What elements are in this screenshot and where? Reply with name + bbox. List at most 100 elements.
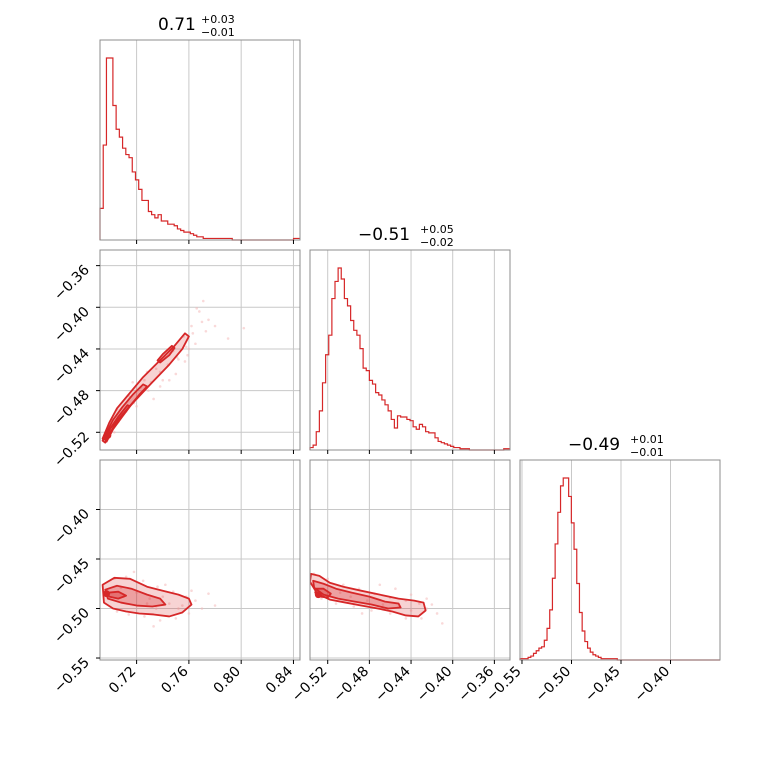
sample-point [194,342,197,346]
sample-point [143,615,146,618]
title-param-0-plus: +0.03 [201,13,235,26]
sample-point [213,324,217,328]
panel-frame [519,459,721,661]
sample-point [131,380,134,384]
tick-label-x: 0.76 [158,663,191,696]
sample-point [226,337,230,340]
title-param-2: −0.49 [568,435,620,455]
tick-label-y: −0.36 [51,262,93,304]
tick-label-y: −0.55 [51,655,93,697]
density-peak [104,431,112,439]
panel-frame [309,459,511,661]
sample-point [198,310,201,313]
density-contour [104,584,167,608]
sample-point [207,592,210,595]
tick-label-x: 0.72 [106,664,139,697]
title-param-0-minus: −0.01 [201,26,235,39]
sample-point [320,597,323,600]
sample-point [194,599,197,602]
tick-label-y: −0.40 [51,506,93,548]
sample-point [404,617,408,620]
title-param-0: 0.71 [158,15,196,35]
sample-point [148,597,151,600]
title-param-1-plus: +0.05 [420,223,454,236]
tick-label-y: −0.48 [51,387,93,429]
sample-point [360,612,364,615]
sample-point [177,607,180,610]
sample-point [425,597,428,600]
sample-point [207,318,210,322]
sample-point [124,575,128,579]
sample-point [191,332,195,335]
sample-point [190,589,193,592]
sample-point [213,604,217,607]
sample-point [349,595,352,598]
sample-point [161,595,165,598]
sample-point [158,385,162,388]
sample-point [167,602,171,605]
sample-point [187,612,191,615]
sample-point [158,619,162,622]
sample-point [135,591,138,594]
histogram-param-1 [309,250,510,451]
sample-point [242,326,246,330]
sample-point [135,404,138,408]
sample-point [195,307,199,310]
sample-point [394,587,397,591]
sample-point [143,378,146,382]
tick-label-y: −0.44 [51,345,93,387]
tick-labels: 0.72 0.76 0.80 0.84−0.52 −0.48 −0.44 −0.40 −0.3… [51,262,673,705]
density-contour [310,572,427,618]
sample-point [186,353,189,357]
sample-point [418,602,421,605]
title-param-1: −0.51 [358,225,410,245]
panel-frame [99,459,301,661]
sample-point [378,583,382,587]
sample-point [167,378,171,382]
histogram-step-line [99,57,300,241]
sample-point [147,389,150,392]
density-peak [103,590,111,598]
tick-label-x: −0.52 [289,664,331,706]
sample-point [352,605,356,608]
title-param-2-minus: −0.01 [630,446,664,459]
sample-point [409,593,413,596]
tick-label-x: −0.50 [533,664,575,706]
sample-point [152,625,155,628]
sample-point [388,612,392,615]
sample-point [141,579,145,583]
sample-point [409,609,413,612]
sample-point [338,591,342,594]
panel-frames [96,39,721,664]
sample-point [326,577,330,581]
panel-frame [309,249,511,451]
tick-label-x: −0.48 [331,664,373,706]
title-param-2-plus: +0.01 [630,433,664,446]
sample-point [177,358,180,361]
title-param-1-minus: −0.02 [420,236,454,249]
tick-label-y: −0.40 [51,304,93,346]
sample-point [132,570,136,574]
tick-label-x: −0.40 [632,664,674,706]
sample-point [430,603,434,606]
tick-label-y: −0.45 [51,556,93,598]
sample-point [435,612,439,615]
sample-point [164,583,167,587]
tick-label-x: −0.44 [372,663,414,705]
sample-point [184,345,188,349]
sample-point [420,617,423,620]
sample-point [154,607,158,610]
sample-point [156,585,159,589]
sample-point [113,430,116,434]
sample-point [181,604,184,607]
sample-point [174,372,178,376]
sample-point [342,583,345,587]
sample-point [370,609,373,612]
sample-point [200,320,204,324]
tick-label-y: −0.50 [51,605,93,647]
sample-point [201,299,205,303]
panel-frame [99,39,301,241]
tick-label-x: 0.80 [211,664,244,697]
density-contour [156,344,176,364]
